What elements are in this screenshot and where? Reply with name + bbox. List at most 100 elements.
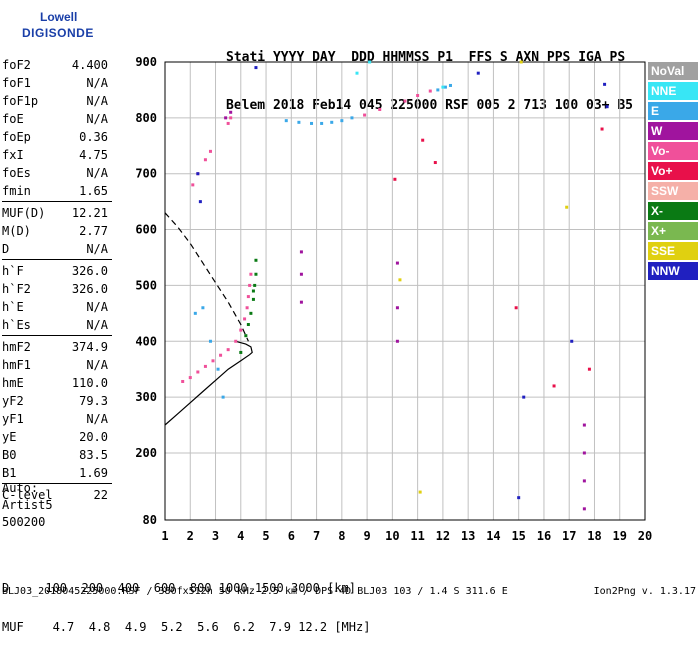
param-name: B0 xyxy=(2,448,17,462)
param-md: M(D) 2.77 xyxy=(2,222,110,240)
data-point-w xyxy=(299,300,303,304)
data-point-vo xyxy=(246,295,250,299)
param-value: N/A xyxy=(86,412,108,426)
data-point-vo xyxy=(226,348,230,352)
param-name: fxI xyxy=(2,148,24,162)
y-tick-label: 300 xyxy=(135,390,157,404)
legend-vo: Vo+ xyxy=(648,162,698,180)
param-name: M(D) xyxy=(2,224,31,238)
param-name: hmE xyxy=(2,376,24,390)
data-point-w xyxy=(395,339,399,343)
x-tick-label: 7 xyxy=(313,529,320,543)
data-point-nnw xyxy=(570,339,574,343)
x-tick-label: 14 xyxy=(486,529,500,543)
data-point-e xyxy=(340,119,344,123)
data-point-nnw xyxy=(476,71,480,75)
param-name: h`F xyxy=(2,264,24,278)
x-tick-label: 2 xyxy=(187,529,194,543)
software-version: Ion2Png v. 1.3.17 xyxy=(593,586,696,597)
param-clevel: C-level 22 xyxy=(2,486,110,504)
param-value: 4.75 xyxy=(79,148,108,162)
data-point-vo xyxy=(191,183,195,187)
data-point-x xyxy=(244,334,248,338)
param-fof1: foF1 N/A xyxy=(2,74,110,92)
x-tick-label: 16 xyxy=(537,529,551,543)
data-point-x xyxy=(251,297,255,301)
divider-line xyxy=(2,335,112,336)
data-point-vo xyxy=(393,177,397,181)
x-tick-label: 6 xyxy=(288,529,295,543)
param-yf1: yF1 N/A xyxy=(2,410,110,428)
data-point-nne xyxy=(441,85,445,89)
y-tick-label: 800 xyxy=(135,111,157,125)
data-point-vo xyxy=(196,370,200,374)
divider-line xyxy=(2,201,112,202)
param-name: h`Es xyxy=(2,318,31,332)
param-name: D xyxy=(2,242,10,256)
param-d: D N/A xyxy=(2,240,110,258)
data-point-e xyxy=(448,83,452,87)
panel-divider xyxy=(2,200,112,204)
y-tick-label: 500 xyxy=(135,278,157,292)
data-point-sse xyxy=(519,60,523,64)
data-point-nne xyxy=(368,60,372,64)
y-tick-label: 200 xyxy=(135,446,157,460)
data-point-vo xyxy=(378,107,382,111)
data-point-w xyxy=(582,479,586,483)
param-value: 326.0 xyxy=(71,264,108,278)
muf-table: D 100 200 400 600 800 1000 1500 3000 [km… xyxy=(2,556,370,647)
data-point-vo xyxy=(208,149,212,153)
data-point-w xyxy=(299,272,303,276)
data-point-vo xyxy=(421,138,425,142)
file-info: BLJ03_2018045225000.RSF / 380fx512h 50 k… xyxy=(2,586,508,597)
data-point-nnw xyxy=(254,66,258,70)
legend-noval: NoVal xyxy=(648,62,698,80)
param-name: yF1 xyxy=(2,412,24,426)
data-point-vo xyxy=(587,367,591,371)
data-point-vo xyxy=(203,364,207,368)
param-value: 1.69 xyxy=(79,466,108,480)
param-value: N/A xyxy=(86,242,108,256)
param-b1: B1 1.69 xyxy=(2,464,110,482)
x-tick-label: 17 xyxy=(562,529,576,543)
auto-version: 500200 xyxy=(2,515,46,529)
x-tick-label: 19 xyxy=(613,529,627,543)
data-point-w xyxy=(582,423,586,427)
legend-sse: SSE xyxy=(648,242,698,260)
param-value: 2.77 xyxy=(79,224,108,238)
data-point-w xyxy=(299,250,303,254)
legend-nnw: NNW xyxy=(648,262,698,280)
x-tick-label: 20 xyxy=(638,529,652,543)
data-point-vo xyxy=(226,121,230,125)
param-value: N/A xyxy=(86,358,108,372)
param-value: 79.3 xyxy=(79,394,108,408)
param-hf2: h`F2 326.0 xyxy=(2,280,110,298)
param-name: foF1p xyxy=(2,94,39,108)
data-point-x xyxy=(239,350,243,354)
panel-divider xyxy=(2,258,112,262)
data-point-sse xyxy=(398,278,402,282)
data-point-e xyxy=(193,311,197,315)
y-tick-label: 900 xyxy=(135,55,157,69)
plot-frame xyxy=(164,61,646,521)
data-point-nnw xyxy=(517,496,521,500)
param-name: yE xyxy=(2,430,17,444)
autoscaling-info: Auto: Artist5 500200 xyxy=(2,480,53,531)
param-value: N/A xyxy=(86,318,108,332)
x-tick-label: 11 xyxy=(410,529,424,543)
station-header: Stati YYYY DAY DDD HHMMSS P1 FFS S AXN P… xyxy=(226,18,633,130)
param-name: C-level xyxy=(2,488,53,502)
data-point-e xyxy=(350,116,354,120)
param-fof2: foF2 4.400 xyxy=(2,56,110,74)
data-point-vo xyxy=(211,359,215,363)
ionogram-plot: 1 2 3 4 5 6 7 8 9 10 11 12 13 14 15 16 17 18 19 20802003004… xyxy=(135,55,652,543)
logo-line1: Lowell xyxy=(40,10,78,24)
data-point-vo xyxy=(403,99,407,103)
data-point-vo xyxy=(249,272,253,276)
param-name: h`F2 xyxy=(2,282,31,296)
param-hme: hmE 110.0 xyxy=(2,374,110,392)
data-point-w xyxy=(395,306,399,310)
param-name: foF2 xyxy=(2,58,31,72)
x-tick-label: 18 xyxy=(587,529,601,543)
param-name: fmin xyxy=(2,184,31,198)
